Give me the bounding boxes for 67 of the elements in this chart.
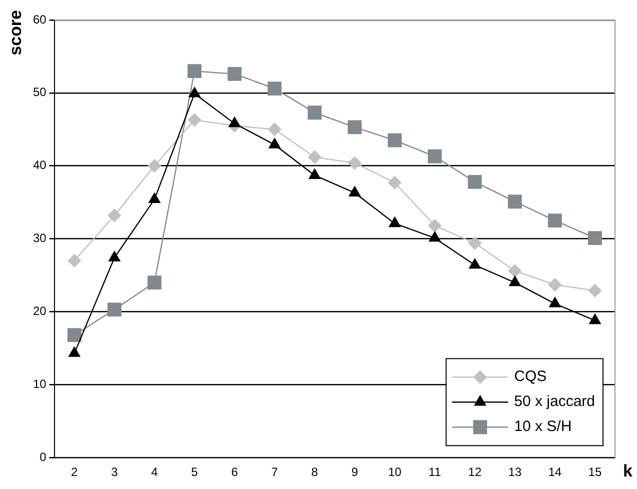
point: [68, 346, 80, 357]
point: [468, 236, 482, 250]
x-tick-label: 7: [271, 465, 278, 480]
y-tick-label: 30: [32, 231, 47, 246]
point: [188, 113, 202, 127]
point: [388, 176, 402, 190]
x-tick-label: 9: [351, 465, 358, 480]
y-tick-label: 60: [32, 12, 47, 26]
point: [348, 156, 362, 170]
point: [188, 64, 202, 78]
point: [228, 116, 240, 128]
point: [548, 278, 562, 292]
y-axis-title: score: [6, 10, 26, 56]
x-tick-label: 8: [311, 465, 318, 480]
point: [308, 106, 322, 120]
point: [348, 186, 360, 196]
point: [388, 133, 402, 148]
point: [108, 251, 120, 262]
point: [588, 284, 602, 298]
point: [308, 150, 322, 164]
x-axis-title: k: [623, 461, 633, 480]
y-tick-label: 50: [32, 85, 47, 100]
point: [188, 87, 200, 98]
point: [388, 216, 401, 228]
point: [268, 82, 282, 96]
x-tick-label: 14: [548, 465, 562, 480]
point: [107, 302, 122, 317]
x-tick-label: 6: [231, 465, 238, 480]
y-tick-label: 40: [32, 158, 47, 172]
point: [588, 231, 602, 246]
point: [148, 276, 162, 290]
point: [228, 67, 242, 81]
x-tick-label: 4: [151, 465, 158, 480]
point: [268, 122, 282, 136]
point: [67, 328, 82, 342]
point: [428, 231, 441, 242]
x-tick-label: 11: [428, 465, 442, 480]
x-tick-label: 5: [191, 465, 198, 480]
y-tick-label: 20: [32, 304, 47, 318]
point: [348, 120, 362, 134]
point: [469, 258, 481, 269]
point: [68, 254, 81, 268]
point: [268, 138, 280, 148]
x-tick-label: 12: [468, 465, 482, 480]
legend-label: 10 x S/H: [514, 418, 572, 436]
point: [308, 168, 320, 179]
x-tick-label: 15: [588, 465, 602, 480]
legend-label: CQS: [514, 368, 547, 386]
point: [428, 219, 442, 232]
x-tick-label: 10: [388, 465, 402, 480]
point: [428, 149, 442, 164]
point: [108, 208, 122, 222]
legend-label: 50 x jaccard: [514, 393, 595, 410]
x-tick-label: 13: [508, 465, 522, 480]
point: [148, 159, 162, 172]
point: [509, 276, 521, 286]
y-tick-label: 10: [32, 376, 47, 391]
point: [148, 192, 160, 204]
point: [508, 264, 522, 278]
point: [548, 214, 562, 228]
point: [468, 174, 482, 189]
point: [589, 314, 601, 324]
point: [508, 194, 522, 209]
point: [549, 297, 561, 308]
y-tick-label: 0: [40, 450, 47, 464]
x-tick-label: 2: [71, 465, 78, 480]
x-tick-label: 3: [111, 465, 118, 480]
